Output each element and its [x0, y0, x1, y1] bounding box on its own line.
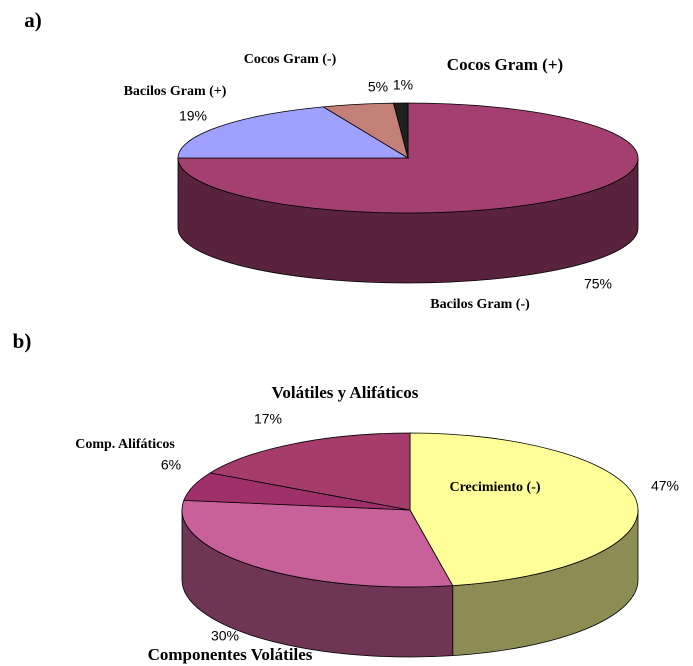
slice [181, 499, 454, 588]
slice-percent: 30% [211, 628, 239, 644]
slice-name: Bacilos Gram (+) [124, 84, 227, 99]
slice [177, 102, 639, 214]
slice-percent: 6% [161, 457, 181, 473]
slice-name: Bacilos Gram (-) [430, 297, 530, 312]
slice [409, 432, 639, 587]
slice-name: Cocos Gram (+) [447, 55, 563, 74]
slice-percent: 5% [368, 79, 388, 95]
panel-label: b) [13, 329, 32, 353]
slice-name: Cocos Gram (-) [244, 52, 337, 67]
slice-percent: 19% [179, 108, 207, 124]
slice [209, 432, 411, 511]
slice-name: Componentes Volátiles [148, 645, 313, 664]
slice-name: Comp. Alifáticos [75, 437, 175, 452]
slice-name: Volátiles y Alifáticos [272, 383, 419, 402]
slice-percent: 1% [393, 77, 413, 93]
slice [177, 106, 410, 159]
slice-name: Crecimiento (-) [449, 480, 540, 495]
slice [393, 102, 409, 159]
slice-percent: 17% [254, 411, 282, 427]
panel-label: a) [24, 8, 42, 32]
slice-percent: 47% [651, 478, 679, 494]
slice-percent: 75% [584, 276, 612, 292]
